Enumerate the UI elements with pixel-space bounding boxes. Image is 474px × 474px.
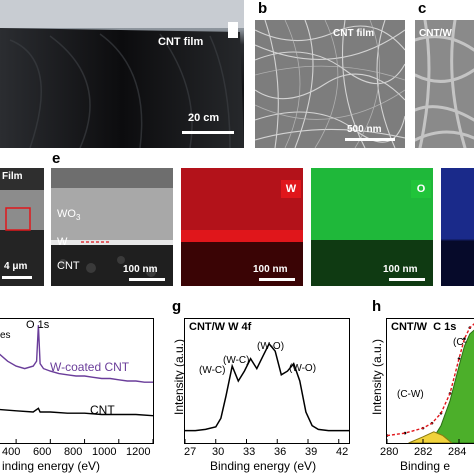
panel-a-scalebar xyxy=(182,131,234,134)
panel-h-xtick: 280 xyxy=(380,446,399,458)
panel-h-xtick: 282 xyxy=(414,446,433,458)
panel-g-peak-label: (W-C) xyxy=(199,365,226,376)
panel-g-xtick: 33 xyxy=(243,446,256,458)
eds-w-tag: W xyxy=(281,180,301,198)
eds-map-partial xyxy=(441,168,474,286)
panel-g-series-line xyxy=(185,342,349,432)
panel-f-svg xyxy=(0,325,153,443)
eds-w-scalebar xyxy=(259,278,295,281)
panel-h-svg xyxy=(387,323,474,443)
panel-e-letter: e xyxy=(52,150,61,167)
panel-e-scalebar xyxy=(129,278,165,281)
panel-f-wcoated-label: W-coated CNT xyxy=(50,360,130,374)
panel-b-scalebar xyxy=(345,138,395,141)
panel-f-xtick: 800 xyxy=(64,446,83,458)
panel-f-plot xyxy=(0,318,154,444)
panel-h-plot: CNT/W C 1s (C-W) (C- xyxy=(386,318,474,444)
eds-o-scalebar-label: 100 nm xyxy=(383,264,418,275)
panel-d-label: Film xyxy=(2,171,23,182)
layer-wo3-subscript: 3 xyxy=(75,213,81,223)
panel-f-series-line xyxy=(0,325,153,383)
panel-b-scalebar-label: 500 nm xyxy=(347,124,382,135)
eds-w-texture xyxy=(181,168,303,286)
panel-a-photo: CNT film 20 cm xyxy=(0,0,244,148)
panel-b-letter: b xyxy=(258,0,268,17)
panel-f-xtick: 1200 xyxy=(126,446,151,458)
eds-o-scalebar xyxy=(389,278,425,281)
panel-f-xtick: 1000 xyxy=(92,446,117,458)
panel-g-xlabel: Binding energy (eV) xyxy=(210,459,317,473)
panel-h-ylabel: Intensity (a.u.) xyxy=(370,338,384,416)
eds-o-tag: O xyxy=(411,180,431,198)
eds-w-scalebar-label: 100 nm xyxy=(253,264,288,275)
panel-h-xtick: 284 xyxy=(448,446,467,458)
panel-f-cnt-label: CNT xyxy=(90,403,115,417)
panel-d-scalebar xyxy=(2,276,32,279)
panel-g-peak-label: (W-C) xyxy=(223,355,250,366)
panel-h-xlabel: Binding e xyxy=(400,459,451,473)
panel-c-sem: CNT/W xyxy=(415,20,474,148)
panel-g-xtick: 39 xyxy=(305,446,318,458)
panel-h-peak-label: (C-W) xyxy=(397,389,424,400)
panel-e-scalebar-label: 100 nm xyxy=(123,264,158,275)
eds-map-o: O 100 nm xyxy=(311,168,433,286)
eds-map-w: W 100 nm xyxy=(181,168,303,286)
panel-g-xtick: 36 xyxy=(274,446,287,458)
panel-h-peak-label: (C- xyxy=(453,337,467,348)
panel-f-series-line xyxy=(0,407,153,417)
panel-f-o1s-label: O 1s xyxy=(26,319,50,331)
layer-cnt-label: CNT xyxy=(57,260,80,272)
panel-f-xtick: 600 xyxy=(33,446,52,458)
panel-b-sem: CNT film 500 nm xyxy=(255,20,405,148)
panel-h-fit-cc xyxy=(429,329,474,443)
panel-b-label: CNT film xyxy=(333,28,375,39)
panel-g-xtick: 30 xyxy=(212,446,225,458)
panel-g-xtick: 42 xyxy=(336,446,349,458)
panel-h-letter: h xyxy=(372,298,382,315)
panel-f-xtick: 400 xyxy=(2,446,21,458)
panel-d-scalebar-label: 4 μm xyxy=(4,261,28,272)
panel-e-tem: WO3 W CNT 100 nm xyxy=(51,168,173,286)
cnt-w-texture xyxy=(415,20,474,148)
layer-w-label: W xyxy=(57,236,68,248)
layer-wo3-text: WO xyxy=(57,208,76,220)
panel-f-xlabel: inding energy (eV) xyxy=(2,459,101,473)
panel-g-letter: g xyxy=(172,298,182,315)
panel-a-scalebar-label: 20 cm xyxy=(188,112,220,124)
panel-f-left-fragment: es xyxy=(0,330,11,341)
panel-a-label: CNT film xyxy=(158,36,204,48)
panel-h-envelope-line xyxy=(387,323,474,437)
panel-c-label: CNT/W xyxy=(419,28,452,39)
panel-g-peak-label: (W-O) xyxy=(289,363,317,374)
panel-g-plot: CNT/W W 4f (W-C) (W-C) (W-O) (W-O) xyxy=(184,318,350,444)
panel-d-sem: Film 4 μm xyxy=(0,168,44,286)
layer-wo3-label: WO3 xyxy=(57,208,80,222)
panel-c-letter: c xyxy=(418,0,427,17)
panel-h-fit-cw xyxy=(408,431,453,443)
panel-g-title: CNT/W W 4f xyxy=(189,321,252,333)
cnt-network-texture xyxy=(255,20,405,148)
panel-g-xtick: 27 xyxy=(184,446,197,458)
panel-g-peak-label: (W-O) xyxy=(257,341,285,352)
cnt-film-sheet xyxy=(0,0,244,148)
panel-h-title: CNT/W C 1s xyxy=(391,321,457,333)
panel-g-svg xyxy=(185,342,349,443)
